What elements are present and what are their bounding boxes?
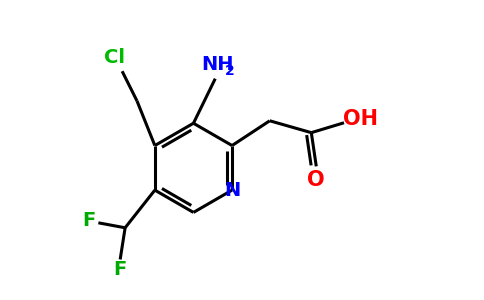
Text: 2: 2	[225, 64, 235, 78]
Text: N: N	[224, 181, 240, 200]
Text: NH: NH	[201, 55, 233, 74]
Text: F: F	[82, 211, 95, 230]
Text: Cl: Cl	[104, 48, 125, 67]
Text: O: O	[307, 170, 325, 190]
Text: F: F	[114, 260, 127, 279]
Text: OH: OH	[343, 109, 378, 129]
